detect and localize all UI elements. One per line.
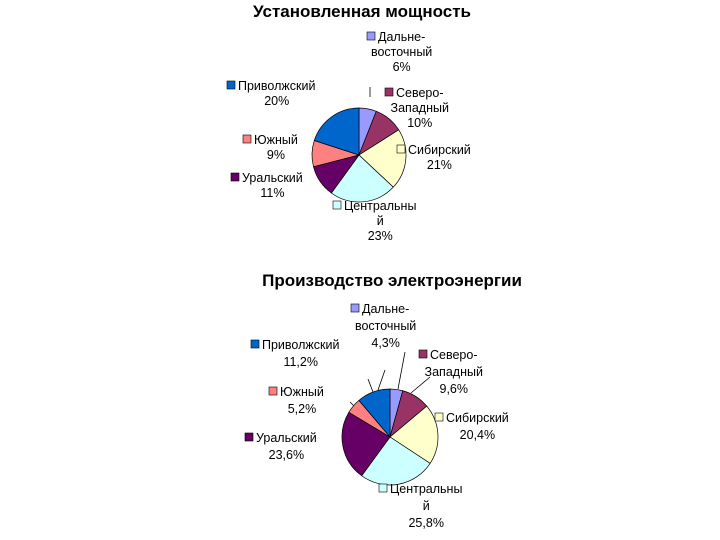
legend-swatch	[350, 303, 360, 313]
legend-swatch	[230, 172, 240, 182]
legend-swatch	[250, 339, 260, 349]
leader-line	[397, 351, 406, 390]
slice-name-label: Сибирский	[408, 143, 471, 157]
pie-slice-siberian	[358, 129, 407, 188]
slice-percent-label: 11,2%	[283, 355, 318, 369]
chart-title: Производство электроэнергии	[262, 271, 522, 290]
slice-name-label: Южный	[254, 133, 298, 147]
slice-name-label: Уральский	[242, 171, 303, 185]
legend-swatch	[378, 483, 388, 493]
legend-swatch	[418, 349, 428, 359]
slice-percent-label: 23%	[368, 229, 393, 243]
slice-percent-label: 21%	[427, 158, 452, 172]
slice-percent-label: 4,3%	[371, 336, 400, 350]
slice-label-far-eastern: Дальне-восточный 4,3%	[350, 302, 416, 350]
slice-label-volga: Приволжский 11,2%	[250, 338, 339, 369]
slice-name-label: Приволжский	[238, 79, 315, 93]
slice-name-label: Центральны	[344, 199, 416, 213]
slice-name-label: й	[377, 214, 384, 228]
slice-percent-label: 5,2%	[288, 402, 317, 416]
slice-name-label: восточный	[371, 45, 432, 59]
pie-slice-siberian	[389, 405, 439, 464]
slice-percent-label: 6%	[393, 60, 411, 74]
slice-percent-label: 10%	[407, 116, 432, 130]
slice-percent-label: 20%	[264, 94, 289, 108]
leader-line	[367, 378, 374, 393]
chart-title: Установленная мощность	[253, 2, 471, 21]
slice-name-label: Дальне-	[378, 30, 425, 44]
legend-swatch	[332, 200, 342, 210]
legend-swatch	[396, 144, 406, 154]
legend-swatch	[226, 80, 236, 90]
slice-name-label: Сибирский	[446, 411, 509, 425]
slice-name-label: й	[423, 499, 430, 513]
installed-capacity-chart: Установленная мощность Дальне-восточный6…	[226, 2, 471, 243]
legend-swatch	[268, 386, 278, 396]
pie-slice-volga	[358, 388, 391, 438]
slice-name-label: Западный	[425, 365, 483, 379]
legend-swatch	[384, 87, 394, 97]
slice-name-label: Западный	[391, 101, 449, 115]
pie-slice-central	[361, 436, 431, 486]
slice-percent-label: 11%	[260, 186, 284, 200]
slice-percent-label: 20,4%	[460, 428, 495, 442]
slice-percent-label: 9,6%	[440, 382, 469, 396]
slice-name-label: Уральский	[256, 431, 317, 445]
slice-label-central: Центральны й 25,8%	[378, 482, 462, 530]
legend-swatch	[242, 134, 252, 144]
leader-line	[410, 376, 431, 394]
slice-label-north-western: Северо- Западный 9,6%	[418, 348, 483, 396]
slice-label-ural: Уральский 23,6%	[244, 431, 317, 462]
slice-name-label: Центральны	[390, 482, 462, 496]
slice-name-label: восточный	[355, 319, 416, 333]
pie-slice-central	[330, 154, 394, 203]
slice-name-label: Дальне-	[362, 302, 409, 316]
legend-swatch	[366, 31, 376, 41]
slice-label-siberian: Сибирский 20,4%	[434, 411, 509, 442]
slice-name-label: Северо-	[430, 348, 478, 362]
slice-percent-label: 25,8%	[408, 516, 443, 530]
legend-swatch	[434, 412, 444, 422]
leader-line	[377, 369, 386, 391]
legend-swatch	[244, 432, 254, 442]
slice-percent-label: 23,6%	[269, 448, 304, 462]
electricity-production-chart: Производство электроэнергии Дальне-восто…	[244, 271, 522, 530]
pie-slice-ural	[341, 411, 391, 477]
slice-label-southern: Южный 5,2%	[268, 385, 324, 416]
slice-name-label: Южный	[280, 385, 324, 399]
slice-name-label: Северо-	[396, 86, 444, 100]
slice-name-label: Приволжский	[262, 338, 339, 352]
slice-percent-label: 9%	[267, 148, 285, 162]
pie-slice-volga	[313, 107, 360, 156]
